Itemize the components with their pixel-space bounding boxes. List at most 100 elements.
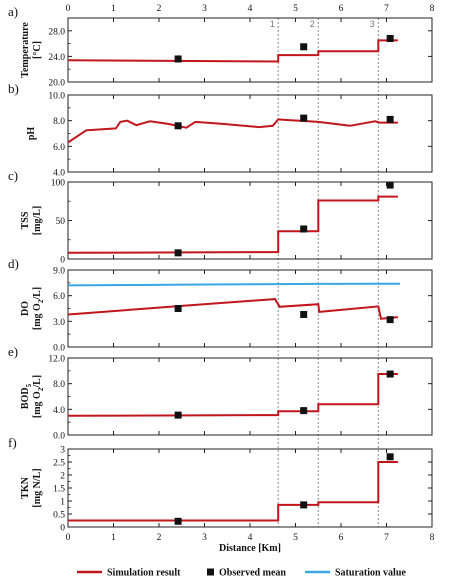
panel-frame xyxy=(67,269,433,348)
bottom-x-tick-label: 8 xyxy=(430,533,435,543)
observed-marker xyxy=(174,305,182,312)
top-x-tick-label: 1 xyxy=(111,4,116,14)
y-axis-label-line: [mg/L] xyxy=(32,206,43,235)
saturation-line xyxy=(67,282,401,287)
y-tick-label: 2.5 xyxy=(53,459,65,469)
y-tick-label: 1 xyxy=(60,498,65,508)
legend-simulation-label: Simulation result xyxy=(107,568,181,579)
panel-letter: a) xyxy=(8,4,18,19)
top-x-tick-label: 4 xyxy=(248,4,253,14)
legend-observed-label: Observed mean xyxy=(219,568,286,579)
y-tick-label: 4.0 xyxy=(53,406,65,416)
legend-saturation-label: Saturation value xyxy=(335,568,406,579)
panel-letter: f) xyxy=(8,435,17,450)
y-axis-label: Temperature [°C] xyxy=(20,22,43,78)
y-axis-label: TKN [mg N/L] xyxy=(20,468,43,507)
observed-marker xyxy=(300,501,308,509)
segment-boundary-label: 3 xyxy=(370,19,375,29)
observed-marker xyxy=(174,122,182,130)
panel-letter: c) xyxy=(8,168,18,183)
y-axis-label-line: [mg O2/L] xyxy=(32,375,45,418)
x-axis-label: Distance [Km] xyxy=(219,543,281,554)
y-axis-label: TSS [mg/L] xyxy=(20,206,43,235)
y-tick-label: 20.0 xyxy=(48,79,65,89)
y-tick-label: 28.0 xyxy=(48,27,65,37)
bottom-x-tick-label: 2 xyxy=(157,533,162,543)
bottom-x-tick-label: 1 xyxy=(111,533,116,543)
observed-marker xyxy=(386,115,394,123)
y-tick-label: 8.0 xyxy=(53,117,65,127)
y-tick-label: 0.5 xyxy=(53,511,65,521)
simulation-line xyxy=(67,373,398,417)
observed-marker xyxy=(300,114,308,122)
panel-letter: d) xyxy=(8,256,19,271)
segment-boundary-label: 2 xyxy=(310,19,315,29)
observed-marker xyxy=(174,55,182,63)
observed-marker xyxy=(300,407,308,415)
observed-marker xyxy=(386,370,394,378)
top-x-tick-label: 2 xyxy=(157,4,162,14)
bottom-x-tick-label: 5 xyxy=(293,533,298,543)
observed-marker xyxy=(174,517,182,525)
top-x-tick-label: 6 xyxy=(339,4,344,14)
top-x-tick-label: 0 xyxy=(66,4,71,14)
segment-boundary-label: 1 xyxy=(270,19,275,29)
simulation-line xyxy=(67,298,399,320)
y-tick-label: 0.0 xyxy=(53,344,65,354)
y-axis-label-line: TKN xyxy=(20,476,31,498)
y-tick-label: 4.0 xyxy=(53,169,65,179)
y-tick-label: 50 xyxy=(56,217,66,227)
bottom-x-tick-label: 3 xyxy=(202,533,207,543)
panel-frame xyxy=(67,94,433,173)
y-axis-label: BOD5[mg O2/L] xyxy=(20,375,45,418)
y-tick-label: 0 xyxy=(60,524,65,534)
y-tick-label: 12.0 xyxy=(48,355,65,365)
observed-marker xyxy=(386,316,394,324)
observed-marker xyxy=(386,181,394,189)
y-tick-label: 8.0 xyxy=(53,380,65,390)
observed-marker xyxy=(300,310,308,318)
bottom-x-tick-label: 0 xyxy=(66,533,71,543)
y-axis-label: pH xyxy=(26,127,37,141)
observed-marker xyxy=(174,411,182,419)
y-tick-label: 3 xyxy=(60,446,65,456)
bottom-x-tick-label: 7 xyxy=(384,533,389,543)
top-x-tick-label: 7 xyxy=(384,4,389,14)
y-axis-label-line: [mg N/L] xyxy=(32,468,43,507)
y-tick-label: 1.5 xyxy=(53,485,65,495)
top-x-tick-label: 8 xyxy=(430,4,435,14)
y-tick-label: 9.0 xyxy=(53,267,65,277)
legend-observed-swatch xyxy=(207,568,214,576)
bottom-x-tick-label: 6 xyxy=(339,533,344,543)
y-axis-label-line: BOD5 xyxy=(20,383,33,409)
observed-marker xyxy=(300,43,308,51)
y-tick-label: 6.0 xyxy=(53,292,65,302)
panel-frame xyxy=(67,181,433,260)
simulation-line xyxy=(67,195,398,254)
y-axis-label-line: TSS xyxy=(20,211,31,229)
y-tick-label: 2 xyxy=(60,472,65,482)
observed-marker xyxy=(386,453,394,461)
y-axis-label-line: DO xyxy=(20,301,31,316)
y-axis-label-line: Temperature xyxy=(20,22,31,78)
y-axis-label: DO [mg O2/L] xyxy=(20,287,45,330)
y-tick-label: 0 xyxy=(60,256,65,266)
y-axis-label-line: [°C] xyxy=(32,41,43,59)
simulation-line xyxy=(67,39,398,63)
y-tick-label: 0.0 xyxy=(53,432,65,442)
y-tick-label: 24.0 xyxy=(48,53,65,63)
y-tick-label: 10.0 xyxy=(48,92,65,102)
y-axis-label-line: pH xyxy=(26,127,37,141)
observed-marker xyxy=(174,249,182,257)
observed-marker xyxy=(300,225,308,233)
bottom-x-tick-label: 4 xyxy=(248,533,253,543)
y-axis-label-line: [mg O2/L] xyxy=(32,287,45,330)
y-tick-label: 6.0 xyxy=(53,143,65,153)
simulation-line xyxy=(68,461,398,522)
observed-marker xyxy=(386,34,394,42)
top-x-tick-label: 5 xyxy=(293,4,298,14)
y-tick-label: 3.0 xyxy=(53,318,65,328)
top-x-tick-label: 3 xyxy=(202,4,207,14)
y-tick-label: 100 xyxy=(51,179,66,189)
